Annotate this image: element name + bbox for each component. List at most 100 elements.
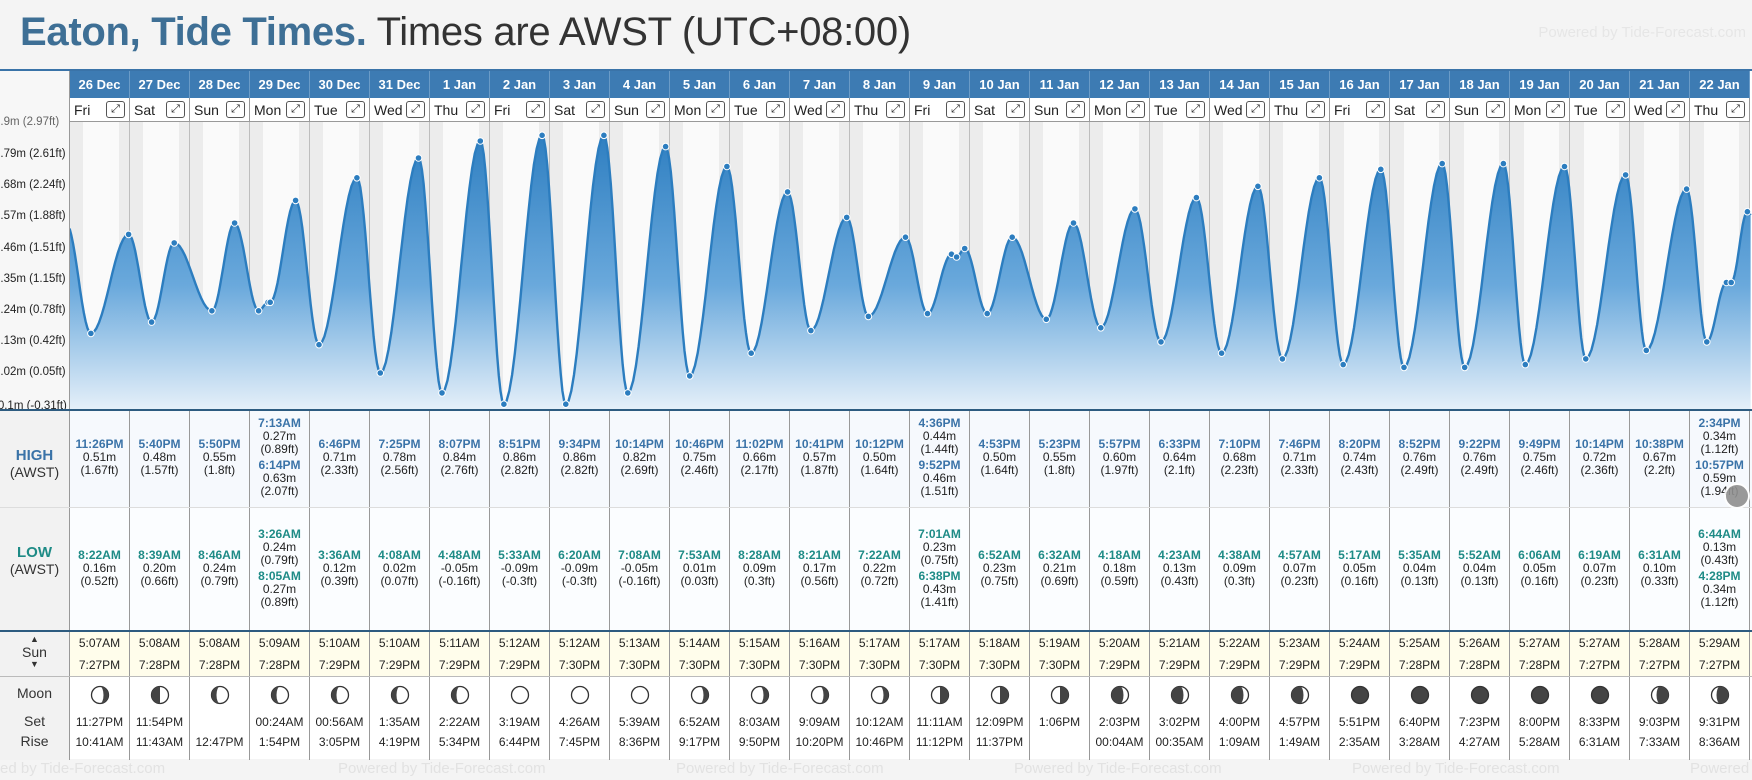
low-tide-time: 6:31AM	[1638, 547, 1681, 562]
low-tide-entry: 8:21AM 0.17m (0.56ft)	[790, 548, 849, 588]
expand-icon[interactable]: ⤢	[166, 101, 185, 118]
expand-icon[interactable]: ⤢	[1006, 101, 1025, 118]
sunrise-time: 5:21AM	[1158, 636, 1201, 650]
expand-icon[interactable]: ⤢	[286, 101, 305, 118]
expand-icon[interactable]: ⤢	[946, 101, 965, 118]
moon-phase-icon	[90, 685, 109, 705]
moonset-time: 4:57PM	[1278, 715, 1321, 729]
tide-extreme-point	[960, 244, 969, 253]
low-tide-entry: 6:19AM 0.07m (0.23ft)	[1570, 548, 1629, 588]
expand-icon[interactable]: ⤢	[646, 101, 665, 118]
weekday-label: Sun	[614, 102, 639, 118]
sun-cell: 5:28AM 7:27PM	[1630, 632, 1690, 676]
sunset-time: 7:27PM	[1698, 658, 1741, 672]
expand-icon[interactable]: ⤢	[826, 101, 845, 118]
moon-cell: 1:06PM	[1030, 677, 1090, 760]
sunset-time: 7:30PM	[738, 658, 781, 672]
moonset-time: 9:03PM	[1638, 715, 1681, 729]
expand-icon[interactable]: ⤢	[466, 101, 485, 118]
expand-icon[interactable]: ⤢	[1066, 101, 1085, 118]
moonset-time: 4:26AM	[558, 715, 601, 729]
high-tide-entry: 6:33PM 0.64m (2.1ft)	[1150, 438, 1209, 477]
low-tide-time: 7:22AM	[858, 547, 901, 562]
expand-icon[interactable]: ⤢	[1606, 101, 1625, 118]
expand-icon[interactable]: ⤢	[226, 101, 245, 118]
sunrise-time: 5:12AM	[498, 636, 541, 650]
expand-icon[interactable]: ⤢	[1126, 101, 1145, 118]
sun-cell: 5:18AM 7:30PM	[970, 632, 1030, 676]
expand-icon[interactable]: ⤢	[406, 101, 425, 118]
date-label: 27 Dec	[130, 71, 190, 98]
expand-icon[interactable]: ⤢	[1246, 101, 1265, 118]
low-tide-height-ft: (0.43ft)	[1700, 552, 1739, 567]
expand-icon[interactable]: ⤢	[526, 101, 545, 118]
weekday-cell: Tue ⤢	[730, 98, 790, 122]
expand-icon[interactable]: ⤢	[1726, 101, 1745, 118]
low-tide-height-m: 0.02m	[382, 560, 417, 575]
expand-icon[interactable]: ⤢	[1306, 101, 1325, 118]
high-tide-height-ft: (2.1ft)	[1163, 463, 1196, 477]
sun-cell: 5:25AM 7:28PM	[1390, 632, 1450, 676]
low-tide-height-ft: (0.23ft)	[1580, 573, 1619, 588]
low-tide-entry: 6:31AM 0.10m (0.33ft)	[1630, 547, 1689, 588]
low-tide-entry: 8:28AM 0.09m (0.3ft)	[730, 548, 789, 588]
low-tide-time: 5:52AM	[1458, 547, 1501, 562]
high-tide-height-ft: (1.12ft)	[1700, 442, 1739, 456]
low-tide-cell: 6:19AM 0.07m (0.23ft)	[1570, 508, 1630, 631]
scroll-handle[interactable]	[1724, 483, 1750, 509]
expand-icon[interactable]: ⤢	[1186, 101, 1205, 118]
expand-icon[interactable]: ⤢	[886, 101, 905, 118]
high-tide-entry: 6:46PM 0.71m (2.33ft)	[310, 438, 369, 477]
tide-extreme-point	[353, 174, 361, 182]
expand-icon[interactable]: ⤢	[106, 101, 125, 118]
tide-extreme-point	[864, 312, 873, 321]
tide-extreme-point	[438, 389, 446, 397]
low-tide-time: 4:23AM	[1158, 547, 1201, 562]
low-tide-cell: 4:57AM 0.07m (0.23ft)	[1270, 508, 1330, 631]
weekday-label: Wed	[374, 102, 403, 118]
weekday-cell: Fri ⤢	[910, 98, 970, 122]
date-label: 19 Jan	[1510, 71, 1570, 98]
sunrise-time: 5:17AM	[858, 636, 901, 650]
moonrise-time: 3:05PM	[318, 735, 361, 749]
expand-icon[interactable]: ⤢	[346, 101, 365, 118]
moonrise-time: 10:46PM	[855, 735, 904, 749]
sunrise-time: 5:26AM	[1458, 636, 1501, 650]
sunset-time: 7:29PM	[1278, 658, 1321, 672]
high-tide-time: 10:46PM	[675, 437, 724, 451]
moonset-time	[190, 712, 249, 732]
moonset-time: 1:06PM	[1038, 715, 1081, 729]
expand-icon[interactable]: ⤢	[586, 101, 605, 118]
moon-cell: 9:03PM 7:33AM	[1630, 677, 1690, 760]
high-tide-height-ft: (2.33ft)	[1280, 463, 1319, 477]
sunset-time: 7:30PM	[618, 658, 661, 672]
weekday-cell: Mon ⤢	[670, 98, 730, 122]
expand-icon[interactable]: ⤢	[1666, 101, 1685, 118]
moon-phase-icon	[750, 685, 769, 705]
weekday-label: Sun	[1454, 102, 1479, 118]
low-tide-cell: 4:18AM 0.18m (0.59ft)	[1090, 508, 1150, 631]
high-tide-entry: 8:51PM 0.86m (2.82ft)	[490, 438, 549, 477]
moon-phase-icon	[1290, 685, 1309, 705]
high-tide-entry: 6:14PM 0.63m (2.07ft)	[250, 459, 309, 498]
high-tide-height-ft: (1.64ft)	[980, 463, 1019, 477]
sunset-time: 7:28PM	[138, 658, 181, 672]
expand-icon[interactable]: ⤢	[1546, 101, 1565, 118]
low-tide-entry: 8:05AM 0.27m (0.89ft)	[250, 569, 309, 609]
expand-icon[interactable]: ⤢	[766, 101, 785, 118]
low-tide-cell: 4:38AM 0.09m (0.3ft)	[1210, 508, 1270, 631]
expand-icon[interactable]: ⤢	[1366, 101, 1385, 118]
expand-icon[interactable]: ⤢	[1426, 101, 1445, 118]
expand-icon[interactable]: ⤢	[706, 101, 725, 118]
moonset-time: 11:11AM	[916, 715, 963, 729]
high-tide-entry: 11:26PM 0.51m (1.67ft)	[70, 438, 129, 477]
sunset-arrow-icon: ▼	[30, 659, 39, 669]
high-tide-entry: 2:34PM 0.34m (1.12ft)	[1690, 417, 1749, 456]
low-tide-row: LOW (AWST) 8:22AM 0.16m (0.52ft) 8:39AM 0.20…	[0, 507, 1752, 631]
low-tide-entry: 4:57AM 0.07m (0.23ft)	[1270, 548, 1329, 588]
day-divider	[1149, 122, 1150, 409]
tide-extreme-point	[1460, 363, 1469, 372]
moonrise-time: 4:27AM	[1458, 735, 1501, 749]
expand-icon[interactable]: ⤢	[1486, 101, 1505, 118]
tide-extreme-point	[1621, 171, 1630, 179]
